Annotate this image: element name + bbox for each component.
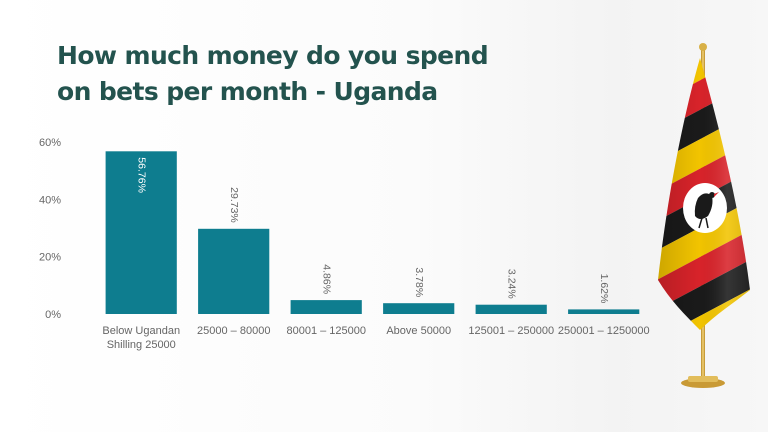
data-label: 4.86% bbox=[320, 264, 332, 294]
x-tick-label: 25000 – 80000 bbox=[197, 325, 270, 337]
data-label: 1.62% bbox=[598, 274, 610, 304]
chart-title: How much money do you spend on bets per … bbox=[57, 41, 489, 106]
data-label: 3.78% bbox=[413, 267, 425, 297]
bar bbox=[105, 151, 177, 314]
x-tick-label: 125001 – 250000 bbox=[468, 325, 554, 337]
data-label: 3.24% bbox=[505, 269, 517, 299]
bar bbox=[290, 300, 362, 314]
y-tick-label: 40% bbox=[39, 194, 61, 206]
y-tick-label: 60% bbox=[39, 137, 61, 149]
x-tick-label: 80001 – 125000 bbox=[286, 325, 366, 337]
y-tick-label: 20% bbox=[39, 252, 61, 264]
uganda-flag-icon bbox=[650, 40, 760, 400]
x-tick-label: 250001 – 1250000 bbox=[558, 325, 650, 337]
x-tick-label: Above 50000 bbox=[386, 325, 451, 337]
data-label: 56.76% bbox=[135, 157, 147, 193]
x-tick-label: Below Ugandan bbox=[102, 325, 180, 337]
y-tick-label: 0% bbox=[45, 309, 61, 321]
bar bbox=[198, 228, 270, 314]
x-tick-label: Shilling 25000 bbox=[107, 339, 176, 351]
data-label: 29.73% bbox=[228, 187, 240, 223]
bar bbox=[383, 303, 455, 314]
bar bbox=[475, 304, 547, 314]
bar bbox=[568, 309, 640, 314]
